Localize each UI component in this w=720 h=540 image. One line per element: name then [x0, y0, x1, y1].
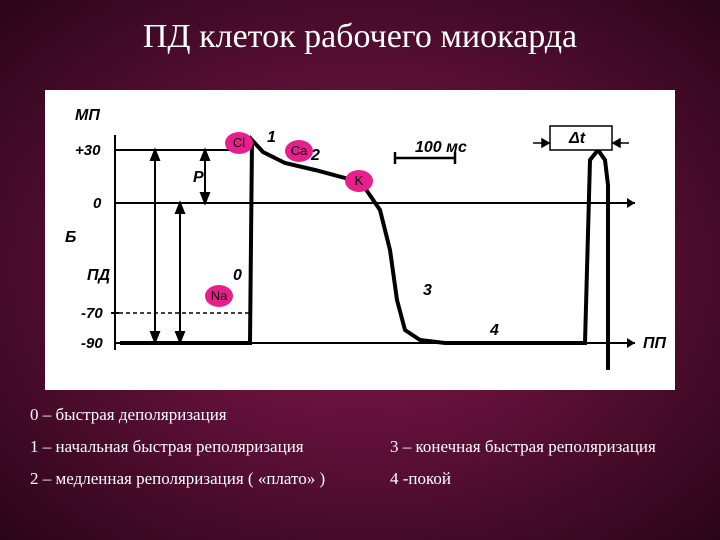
label-B: Б: [65, 229, 76, 246]
ion-na: Na: [205, 285, 233, 307]
delta-t-label: Δt: [568, 130, 586, 147]
legend: 0 – быстрая деполяризация 1 – начальная …: [30, 405, 690, 501]
phase-4: 4: [489, 322, 499, 339]
ion-k: K: [345, 170, 373, 192]
tick-0: 0: [93, 195, 102, 212]
scale-label: 100 мс: [415, 139, 467, 156]
label-P: Р: [193, 169, 204, 186]
action-potential-chart: МП +30 0 -70 -90 Р Б ПД ПП: [45, 90, 675, 390]
tick-minus70: -70: [81, 305, 103, 322]
tick-minus90: -90: [81, 335, 103, 352]
chart-svg: МП +30 0 -70 -90 Р Б ПД ПП: [45, 90, 675, 390]
phase-0: 0: [233, 267, 242, 284]
slide-title: ПД клеток рабочего миокарда: [0, 0, 720, 56]
legend-2: 2 – медленная реполяризация ( «плато» ): [30, 469, 390, 489]
legend-1: 1 – начальная быстрая реполяризация: [30, 437, 390, 457]
tick-plus30: +30: [75, 142, 101, 159]
baseline-arrow: [627, 338, 635, 348]
ion-ca: Ca: [285, 140, 313, 162]
zero-to-baseline-arrow: [176, 203, 184, 342]
legend-4: 4 -покой: [390, 469, 451, 489]
label-PD: ПД: [87, 267, 111, 284]
phase-3: 3: [423, 282, 432, 299]
zero-line-arrow: [627, 198, 635, 208]
legend-0: 0 – быстрая деполяризация: [30, 405, 390, 425]
legend-3: 3 – конечная быстрая реполяризация: [390, 437, 656, 457]
y-axis-label: МП: [75, 107, 100, 124]
label-PP: ПП: [643, 335, 667, 352]
ion-cl: Cl: [225, 132, 253, 154]
phase-1: 1: [267, 129, 276, 146]
